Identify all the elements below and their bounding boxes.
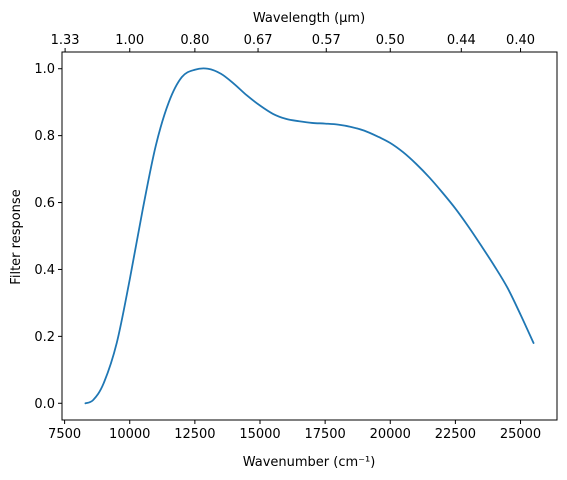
x-tick-label: 12500 xyxy=(174,427,215,442)
top-tick-label: 0.67 xyxy=(244,33,273,48)
top-tick-label: 0.50 xyxy=(376,33,405,48)
y-tick-label: 0.4 xyxy=(34,263,55,278)
top-tick-label: 0.80 xyxy=(180,33,209,48)
top-tick-label: 0.57 xyxy=(312,33,341,48)
y-tick-label: 0.0 xyxy=(34,397,55,412)
x-tick-label: 25000 xyxy=(500,427,541,442)
x-tick-label: 20000 xyxy=(370,427,411,442)
x-tick-label: 7500 xyxy=(48,427,81,442)
top-tick-label: 0.40 xyxy=(506,33,535,48)
axes-ticks: 7500 10000 12500 15000 17500 20000 22500 25000 0… xyxy=(34,33,541,442)
series-line xyxy=(84,67,535,405)
plot-frame xyxy=(61,51,558,421)
x-tick-label: 10000 xyxy=(109,427,150,442)
plot-area xyxy=(62,52,557,420)
y-tick-label: 0.6 xyxy=(34,196,55,211)
x-tick-label: 17500 xyxy=(304,427,345,442)
top-tick-label: 0.44 xyxy=(447,33,476,48)
y-tick-label: 1.0 xyxy=(34,62,55,77)
x-tick-label: 22500 xyxy=(435,427,476,442)
x-tick-label: 15000 xyxy=(239,427,280,442)
y-tick-label: 0.2 xyxy=(34,330,55,345)
top-tick-label: 1.33 xyxy=(51,33,80,48)
x-axis-label: Wavenumber (cm⁻¹) xyxy=(243,455,376,470)
top-tick-label: 1.00 xyxy=(115,33,144,48)
top-axis-label: Wavelength (μm) xyxy=(253,11,365,26)
y-axis-label: Filter response xyxy=(9,189,24,284)
y-tick-label: 0.8 xyxy=(34,129,55,144)
plot-content xyxy=(84,67,535,405)
